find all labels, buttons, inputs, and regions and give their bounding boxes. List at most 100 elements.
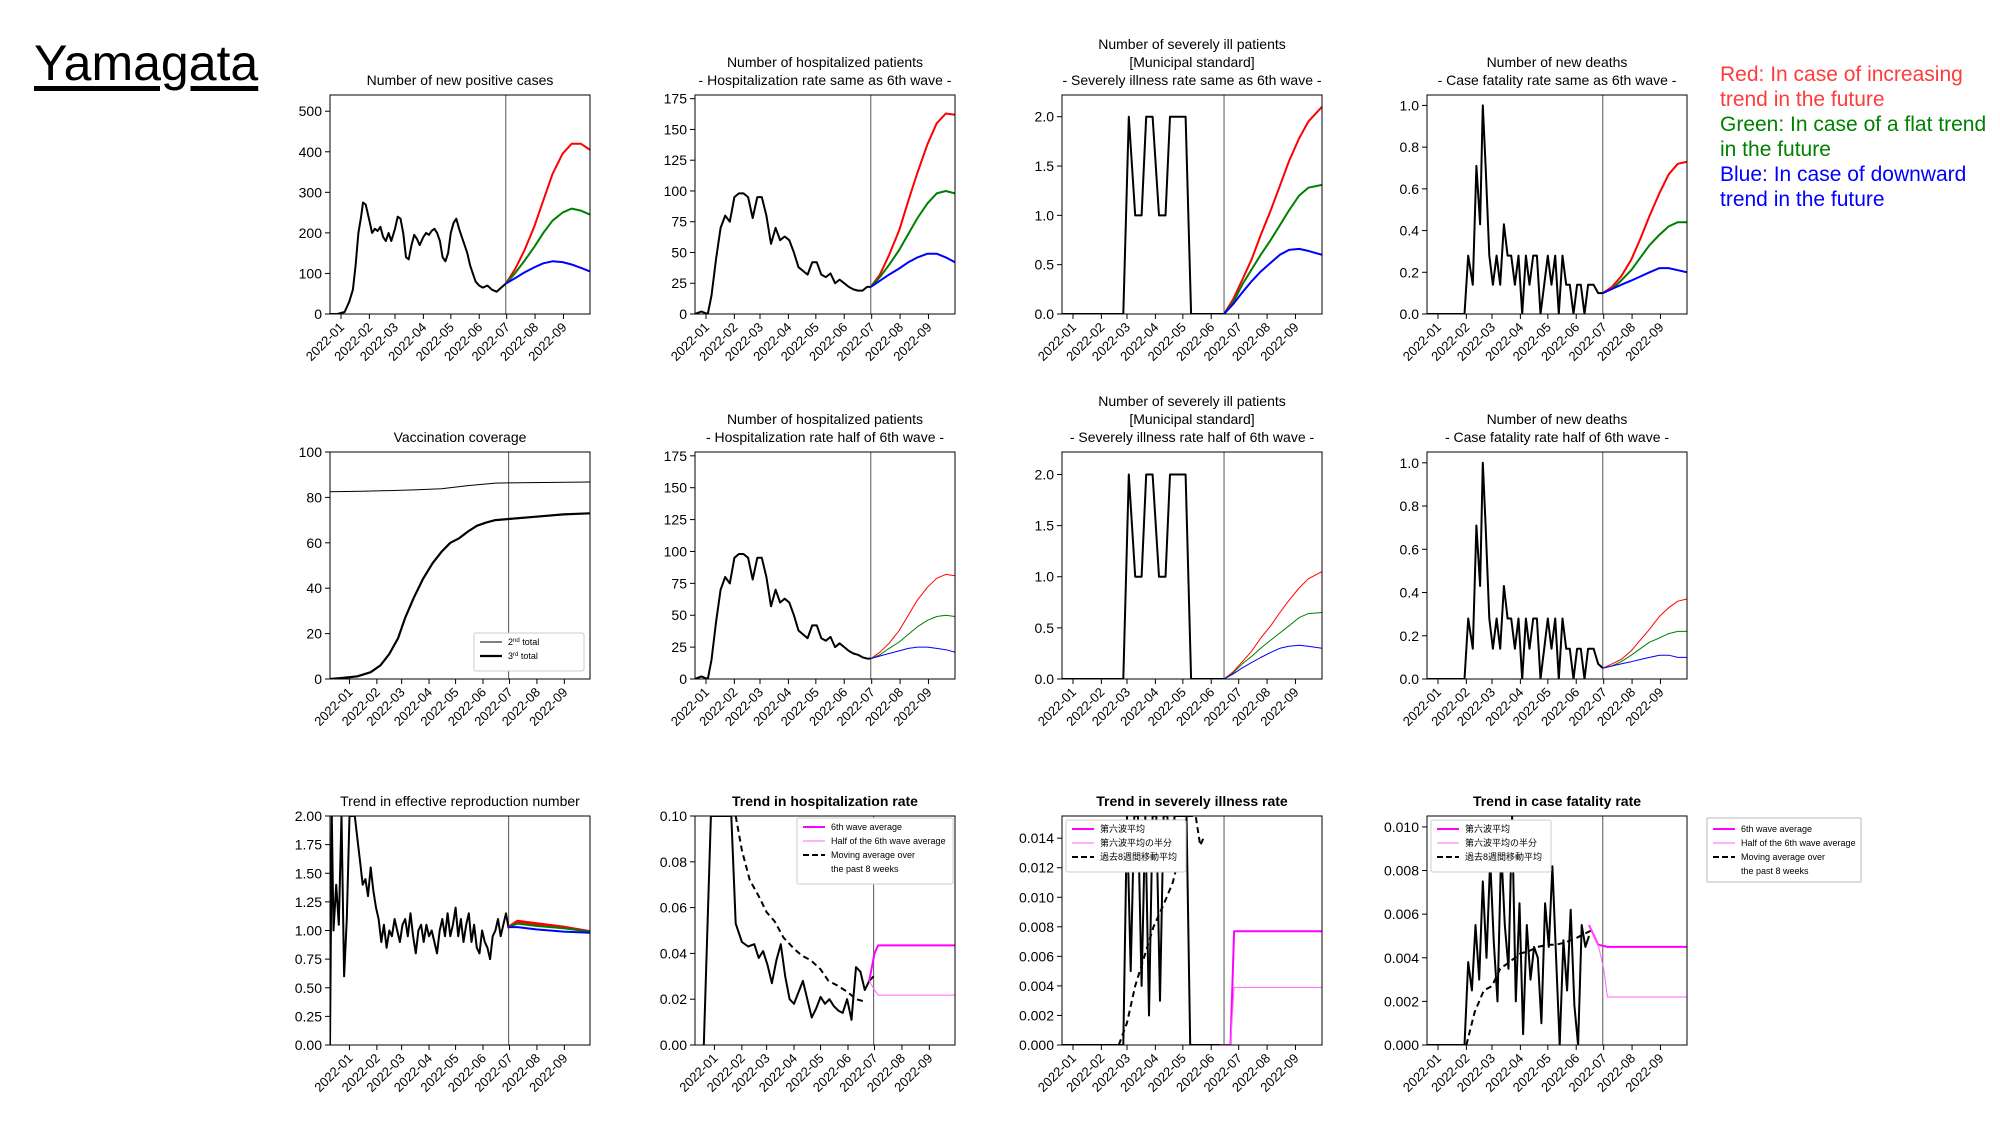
series-line-green-2 (505, 207, 590, 285)
y-tick-label: 0.8 (1400, 139, 1420, 155)
chart-title: Number of new deaths (1487, 411, 1628, 427)
y-tick-label: 0.008 (1384, 863, 1419, 879)
y-tick-label: 0.00 (295, 1037, 322, 1053)
y-tick-label: 1.00 (295, 923, 322, 939)
legend-label: 第六波平均 (1100, 823, 1145, 834)
y-tick-label: 1.0 (1400, 97, 1420, 113)
y-tick-label: 0 (314, 306, 322, 322)
chart-title: Trend in effective reproduction number (340, 793, 580, 809)
y-tick-label: 0.010 (1019, 889, 1054, 905)
chart-title: [Municipal standard] (1129, 411, 1254, 427)
y-tick-label: 20 (306, 626, 322, 642)
y-tick-label: 100 (299, 444, 323, 460)
y-tick-label: 0.2 (1400, 628, 1420, 644)
series-line-red-1 (1602, 598, 1687, 669)
chart-title: - Severely illness rate half of 6th wave… (1070, 429, 1315, 445)
y-tick-label: 50 (671, 244, 687, 260)
series-line-red-1 (869, 112, 955, 288)
scenario-note-red: Red: In case of increasing trend in the … (1720, 63, 1963, 111)
y-tick-label: 1.5 (1035, 158, 1055, 174)
external-legend-label: the past 8 weeks (1741, 866, 1809, 876)
y-tick-label: 300 (299, 184, 323, 200)
series-group (695, 112, 955, 314)
series-group (695, 553, 955, 679)
chart-severe-half: Number of severely ill patients [Municipa… (1035, 393, 1323, 729)
series-line-magenta-2 (868, 944, 955, 982)
series-group (1062, 473, 1322, 679)
chart-deaths-half: Number of new deaths - Case fatality rate… (1400, 411, 1688, 729)
series-line-black-0 (1427, 104, 1603, 314)
legend-label-rest: total (520, 637, 540, 647)
y-tick-label: 0.6 (1400, 541, 1420, 557)
scenario-note-blue: Blue: In case of downward trend in the f… (1720, 163, 1967, 211)
chart-hosp-half: Number of hospitalized patients - Hospita… (664, 411, 956, 729)
series-line-magenta-2 (1219, 930, 1322, 1045)
y-tick-label: 25 (671, 275, 687, 291)
series-line-black-0 (702, 816, 875, 1045)
series-line-black-0 (1427, 461, 1604, 679)
chart-title: - Case fatality rate same as 6th wave - (1438, 72, 1677, 88)
series-group (1427, 104, 1687, 314)
legend-label: 6th wave average (831, 822, 902, 832)
y-tick-label: 0.010 (1384, 819, 1419, 835)
chart-severe-same: Number of severely ill patients [Municipa… (1035, 36, 1323, 364)
series-line-green-2 (1602, 221, 1687, 295)
y-tick-label: 25 (671, 639, 687, 655)
series-line-black-0 (330, 816, 510, 1045)
series-line-blue-3 (1223, 247, 1322, 314)
legend-label-rest: total (518, 651, 538, 661)
legend-label: Moving average over (831, 850, 915, 860)
chart-fatality-rate: Trend in case fatality rate 0.000 0.002 0.0… (1384, 793, 1688, 1095)
legend-box (1430, 819, 1552, 873)
series-line-red-1 (1223, 106, 1322, 314)
y-tick-label: 0.02 (660, 991, 687, 1007)
chart-title: Trend in hospitalization rate (732, 793, 918, 809)
series-line-pink-3 (1219, 986, 1322, 1045)
y-tick-label: 0.08 (660, 854, 687, 870)
y-tick-label: 75 (671, 214, 687, 230)
chart-legend: 6th wave average Half of the 6th wave ave… (796, 817, 954, 885)
y-tick-label: 2.00 (295, 808, 322, 824)
chart-title: Trend in severely illness rate (1096, 793, 1288, 809)
plot-frame (694, 451, 956, 680)
series-group (1427, 461, 1687, 679)
chart-title: Number of severely ill patients (1098, 36, 1286, 52)
series-line-green-2 (1223, 612, 1322, 679)
y-tick-label: 0.006 (1019, 948, 1054, 964)
series-line-blue-3 (1223, 644, 1322, 679)
series-line-magenta-2 (1588, 924, 1687, 948)
series-line-blue-3 (1602, 654, 1687, 669)
y-tick-label: 1.0 (1035, 569, 1055, 585)
series-line-red-1 (1223, 571, 1322, 679)
series-line-green-2 (870, 614, 955, 660)
chart-hosp-rate: Trend in hospitalization rate 0.00 0.02 0.0… (660, 793, 956, 1095)
series-line-black-0 (1062, 473, 1224, 679)
y-tick-label: 0.004 (1384, 950, 1419, 966)
y-tick-label: 0 (679, 306, 687, 322)
chart-vaccination: Vaccination coverage0204060801002022-012… (299, 429, 591, 729)
y-tick-label: 500 (299, 103, 323, 119)
legend-label: the past 8 weeks (831, 864, 899, 874)
y-tick-label: 0.4 (1400, 585, 1420, 601)
y-tick-label: 175 (664, 448, 688, 464)
y-tick-label: 0.2 (1400, 264, 1420, 280)
y-tick-label: 0.000 (1384, 1037, 1419, 1053)
y-tick-label: 0.10 (660, 808, 687, 824)
y-tick-label: 0.006 (1384, 906, 1419, 922)
series-line-black-0 (1062, 115, 1224, 314)
y-tick-label: 0.75 (295, 951, 322, 967)
scenario-notes: Red: In case of increasing trend in the … (1720, 62, 2000, 212)
plot-frame (329, 94, 591, 315)
legend-box (796, 817, 954, 885)
series-line-black-1 (1465, 928, 1595, 1045)
chart-title: - Severely illness rate same as 6th wave… (1062, 72, 1321, 88)
chart-title: Number of hospitalized patients (727, 411, 923, 427)
y-tick-label: 1.0 (1400, 455, 1420, 471)
series-line-blue-3 (508, 926, 590, 934)
y-tick-label: 0 (679, 671, 687, 687)
series-group (702, 816, 955, 1045)
y-tick-label: 125 (664, 512, 688, 528)
chart-deaths-same: Number of new deaths - Case fatality rate… (1400, 54, 1688, 364)
